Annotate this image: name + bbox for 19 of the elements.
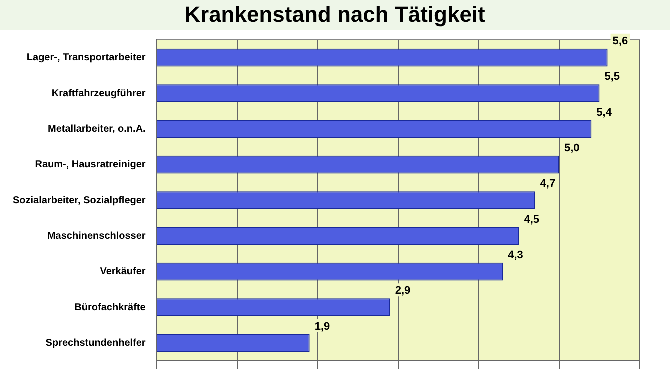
chart-title: Krankenstand nach Tätigkeit xyxy=(0,0,670,30)
data-label: 1,9 xyxy=(314,320,330,333)
y-tick-label: Bürofachkräfte xyxy=(74,302,146,314)
data-label: 4,3 xyxy=(508,249,524,262)
data-label: 2,9 xyxy=(395,285,411,298)
data-label: 5,4 xyxy=(596,106,613,119)
data-label: 5,6 xyxy=(612,35,628,48)
y-tick-label: Maschinenschlosser xyxy=(47,230,146,242)
y-tick-label: Verkäufer xyxy=(100,266,146,278)
y-tick-label: Metallarbeiter, o.n.A. xyxy=(48,124,146,135)
y-tick-label: Kraftfahrzeugführer xyxy=(52,88,146,100)
y-tick-label: Sozialarbeiter, Sozialpfleger xyxy=(12,195,146,206)
y-tick-label: Raum-, Hausratreiniger xyxy=(35,160,146,171)
y-tick-label: Lager-, Transportarbeiter xyxy=(26,52,146,64)
data-label: 4,7 xyxy=(540,178,556,190)
data-label: 4,5 xyxy=(524,214,540,226)
data-label: 5,5 xyxy=(604,71,620,84)
y-tick-label: Sprechstundenhelfer xyxy=(46,338,146,349)
data-label: 5,0 xyxy=(564,142,580,154)
